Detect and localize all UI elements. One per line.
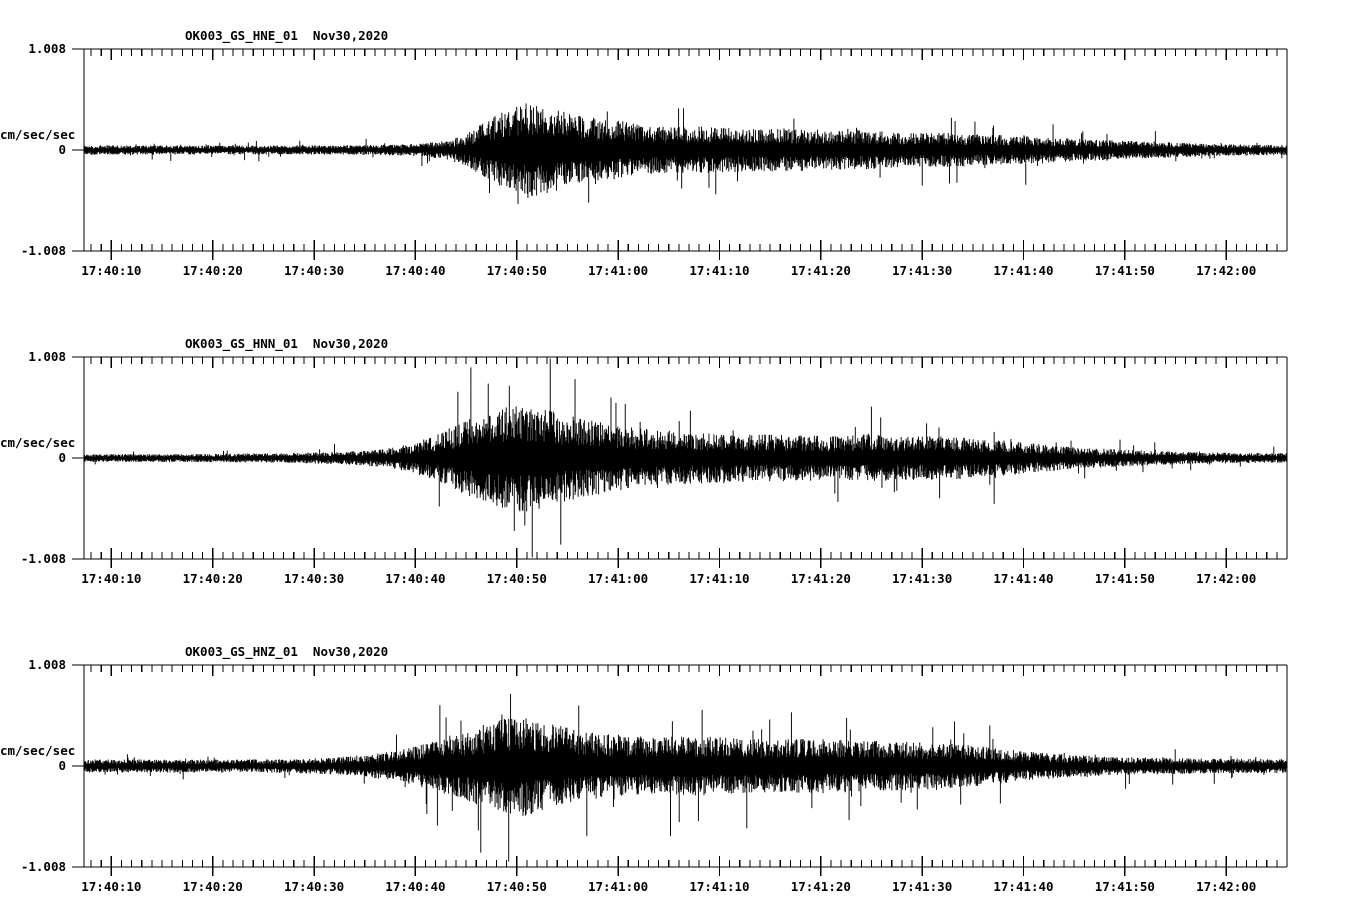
x-tick-label: 17:42:00 (1196, 571, 1257, 586)
x-tick-label: 17:40:20 (182, 571, 243, 586)
ytick-zero-hnn: 0 (58, 450, 66, 465)
ytick-zero-hne: 0 (58, 142, 66, 157)
panel-title-hnn: OK003_GS_HNN_01 Nov30,2020 (185, 336, 389, 351)
x-tick-label: 17:41:30 (892, 263, 953, 278)
ytick-min-hnn: -1.008 (20, 551, 66, 566)
plot-frame-hnn (72, 356, 1288, 568)
panel-title-hne: OK003_GS_HNE_01 Nov30,2020 (185, 28, 389, 43)
ytick-max-hne: 1.008 (28, 41, 66, 56)
ytick-max-hnz: 1.008 (28, 657, 66, 672)
ytick-min-hne: -1.008 (20, 243, 66, 258)
plot-area-hnz (72, 664, 1288, 876)
x-tick-label: 17:40:50 (486, 263, 547, 278)
x-tick-label: 17:41:20 (790, 263, 851, 278)
x-tick-label: 17:40:30 (283, 263, 345, 278)
x-tick-label: 17:41:40 (993, 571, 1054, 586)
x-tick-label: 17:41:10 (689, 879, 750, 894)
x-tick-label: 17:41:10 (689, 263, 750, 278)
waveform-trace-hne (83, 103, 1288, 205)
x-tick-label: 17:40:10 (81, 879, 142, 894)
panel-title-hnz: OK003_GS_HNZ_01 Nov30,2020 (185, 644, 389, 659)
x-tick-label: 17:41:10 (689, 571, 750, 586)
ytick-zero-hnz: 0 (58, 758, 66, 773)
x-tick-label: 17:40:30 (283, 571, 345, 586)
x-tick-label: 17:42:00 (1196, 879, 1257, 894)
waveform-trace-hnn (83, 358, 1288, 558)
x-tick-label: 17:41:20 (790, 571, 851, 586)
x-tick-label: 17:41:00 (587, 263, 649, 278)
waveform-trace-hnz (83, 693, 1288, 862)
x-tick-label: 17:40:10 (81, 571, 142, 586)
x-tick-label: 17:41:50 (1094, 571, 1155, 586)
ytick-max-hnn: 1.008 (28, 349, 66, 364)
x-tick-label: 17:40:40 (385, 879, 446, 894)
x-tick-label: 17:41:30 (892, 879, 953, 894)
x-tick-label: 17:40:40 (385, 263, 446, 278)
x-tick-label: 17:40:20 (182, 879, 243, 894)
x-tick-label: 17:40:10 (81, 263, 142, 278)
x-tick-label: 17:41:30 (892, 571, 953, 586)
plot-frame-hne (72, 48, 1288, 260)
ytick-min-hnz: -1.008 (20, 859, 66, 874)
x-tick-label: 17:41:20 (790, 879, 851, 894)
x-tick-label: 17:40:50 (486, 879, 547, 894)
x-tick-label: 17:41:40 (993, 879, 1054, 894)
plot-area-hnn (72, 356, 1288, 568)
y-axis-unit-label-hnn: cm/sec/sec (0, 435, 76, 450)
x-tick-label: 17:40:30 (283, 879, 345, 894)
plot-area-hne (72, 48, 1288, 260)
x-tick-label: 17:40:40 (385, 571, 446, 586)
x-tick-label: 17:41:00 (587, 879, 649, 894)
x-tick-label: 17:42:00 (1196, 263, 1257, 278)
x-tick-label: 17:40:50 (486, 571, 547, 586)
x-tick-label: 17:40:20 (182, 263, 243, 278)
x-tick-label: 17:41:00 (587, 571, 649, 586)
y-axis-unit-label-hnz: cm/sec/sec (0, 743, 76, 758)
x-tick-label: 17:41:50 (1094, 263, 1155, 278)
x-tick-label: 17:41:40 (993, 263, 1054, 278)
y-axis-unit-label-hne: cm/sec/sec (0, 127, 76, 142)
x-tick-label: 17:41:50 (1094, 879, 1155, 894)
